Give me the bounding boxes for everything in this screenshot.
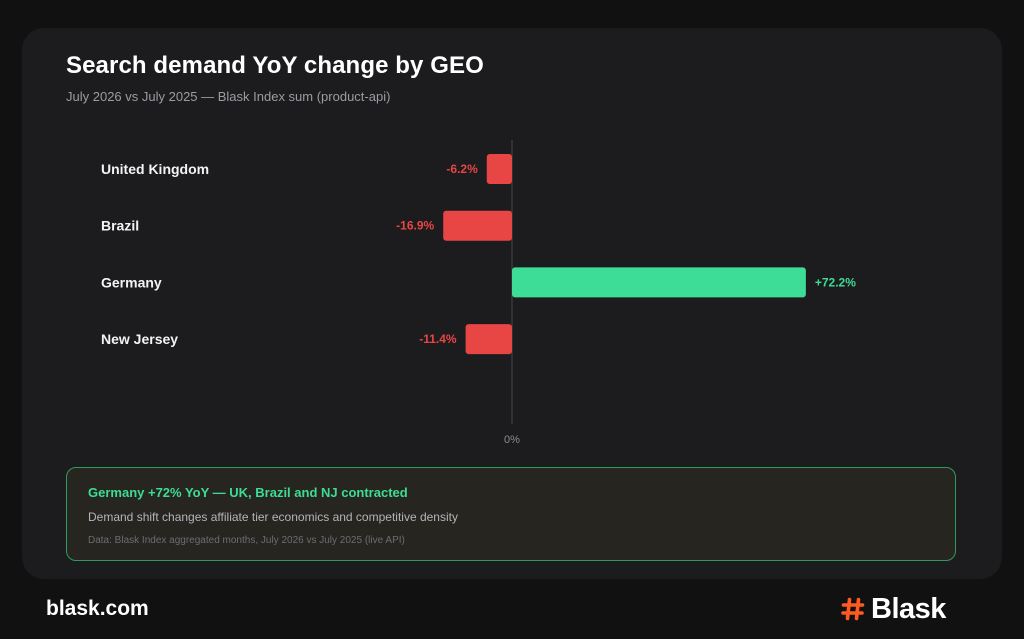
chart-subtitle: July 2026 vs July 2025 — Blask Index sum…: [66, 89, 391, 104]
data-label: -6.2%: [446, 162, 478, 176]
brand-name: Blask: [871, 592, 946, 625]
insight-body: Demand shift changes affiliate tier econ…: [88, 510, 458, 524]
footer-site-link[interactable]: blask.com: [46, 597, 149, 620]
data-label: -11.4%: [419, 332, 457, 346]
brand-logo: Blask: [841, 592, 946, 625]
hash-icon: [841, 597, 865, 621]
category-label: Brazil: [101, 218, 139, 234]
bar: [486, 154, 512, 184]
bar: [512, 267, 806, 298]
chart-title: Search demand YoY change by GEO: [66, 52, 484, 79]
category-label: Germany: [101, 274, 162, 290]
data-label: +72.2%: [815, 275, 856, 289]
insight-box: Germany +72% YoY — UK, Brazil and NJ con…: [66, 467, 956, 561]
chart-card: Search demand YoY change by GEO July 202…: [22, 28, 1002, 579]
category-label: United Kingdom: [101, 161, 209, 177]
data-label: -16.9%: [396, 219, 434, 233]
insight-headline: Germany +72% YoY — UK, Brazil and NJ con…: [88, 485, 408, 500]
bar: [465, 324, 512, 355]
insight-source-note: Data: Blask Index aggregated months, Jul…: [88, 535, 405, 546]
category-label: New Jersey: [101, 331, 178, 347]
bar-chart: United Kingdom -6.2% Brazil -16.9% Germany +7…: [101, 140, 856, 446]
bar: [443, 210, 512, 241]
x-tick-label: 0%: [504, 434, 520, 446]
